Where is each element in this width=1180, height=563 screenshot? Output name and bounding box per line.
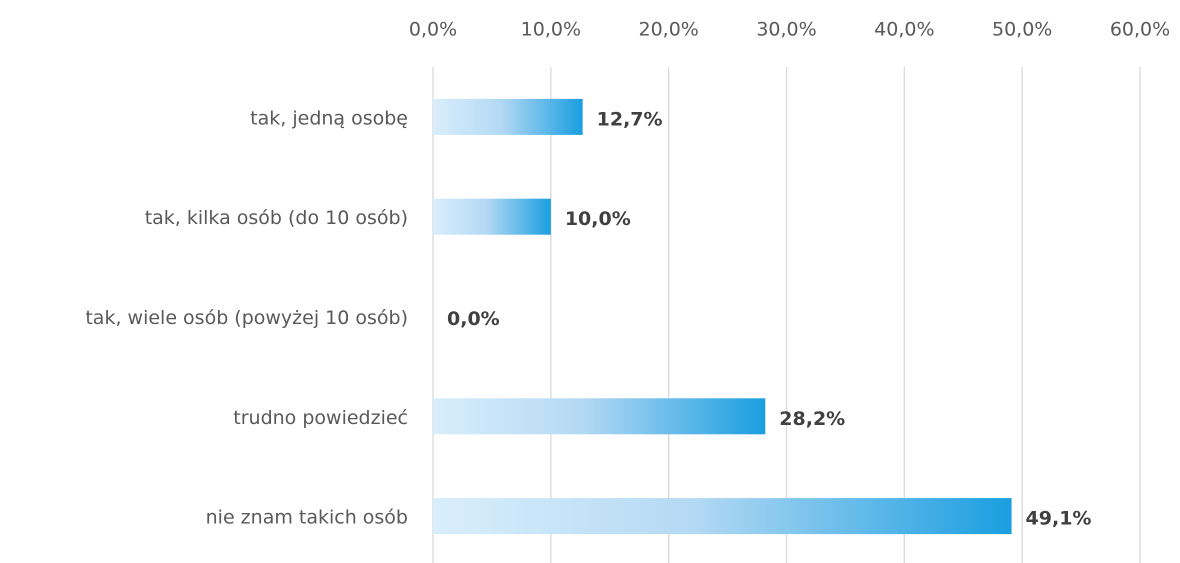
value-label: 28,2% (779, 408, 845, 430)
y-tick-label: trudno powiedzieć (233, 407, 408, 429)
x-tick-label: 0,0% (409, 19, 457, 41)
x-tick-label: 10,0% (521, 19, 581, 41)
bar (433, 98, 583, 135)
y-tick-label: tak, kilka osób (do 10 osób) (145, 207, 408, 229)
value-label: 49,1% (1026, 508, 1092, 530)
x-tick-label: 20,0% (638, 19, 698, 41)
bar (433, 198, 551, 235)
y-tick-label: tak, wiele osób (powyżej 10 osób) (85, 307, 408, 329)
y-tick-label: tak, jedną osobę (250, 107, 408, 129)
bar (433, 398, 766, 435)
x-tick-label: 30,0% (756, 19, 816, 41)
bar (433, 498, 1012, 535)
x-tick-label: 40,0% (874, 19, 934, 41)
x-tick-label: 50,0% (992, 19, 1052, 41)
y-tick-label: nie znam takich osób (206, 507, 408, 529)
x-tick-label: 60,0% (1110, 19, 1170, 41)
value-label: 12,7% (597, 108, 663, 130)
value-label: 10,0% (565, 208, 631, 230)
value-label: 0,0% (447, 308, 500, 330)
